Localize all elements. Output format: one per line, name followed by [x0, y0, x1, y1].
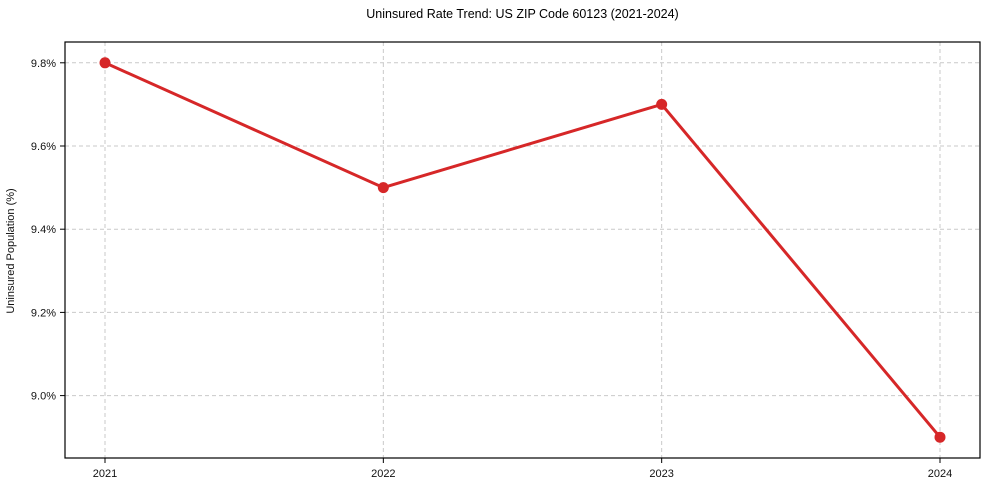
y-tick-label: 9.8% [31, 58, 56, 70]
x-tick-label: 2024 [928, 468, 952, 480]
data-point [656, 98, 668, 110]
data-point [377, 182, 389, 194]
y-tick-label: 9.4% [31, 224, 56, 236]
x-tick-label: 2023 [649, 468, 673, 480]
y-tick-label: 9.6% [31, 141, 56, 153]
data-point [934, 431, 946, 443]
y-tick-label: 9.2% [31, 307, 56, 319]
trend-line [103, 61, 942, 439]
y-axis-label: Uninsured Population (%) [5, 188, 17, 313]
data-point [99, 57, 111, 69]
y-tick-label: 9.0% [31, 391, 56, 403]
x-tick-label: 2022 [371, 468, 395, 480]
x-tick-label: 2021 [93, 468, 117, 480]
plot-border [64, 41, 981, 459]
chart-title: Uninsured Rate Trend: US ZIP Code 60123 … [366, 7, 679, 21]
